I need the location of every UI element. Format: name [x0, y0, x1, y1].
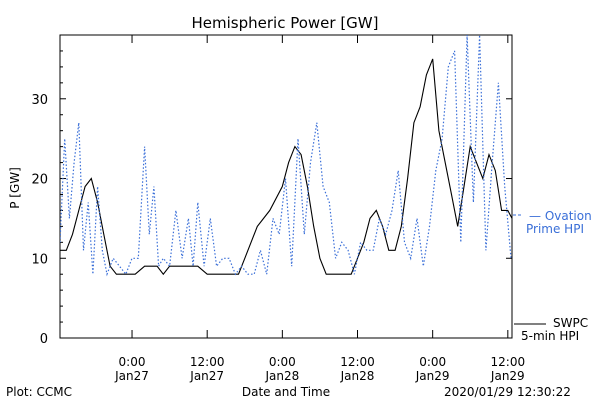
x-tick-time-label: 0:00	[119, 355, 146, 369]
x-tick-time-label: 0:00	[419, 355, 446, 369]
legend-swpc-label: SWPC	[553, 316, 588, 330]
x-tick-time-label: 12:00	[491, 355, 526, 369]
x-axis-ticks: 0:00Jan2712:00Jan270:00Jan2812:00Jan280:…	[114, 35, 525, 383]
x-axis-label: Date and Time	[242, 385, 330, 399]
y-axis-ticks: 0 10 20 30	[31, 50, 512, 347]
x-tick-date-label: Jan28	[340, 369, 375, 383]
legend-swpc-label-2: 5-min HPI	[521, 329, 579, 343]
legend-ovation-label-2: Prime HPI	[526, 222, 584, 236]
y-tick-label: 30	[31, 93, 48, 108]
y-tick-label: 0	[40, 332, 48, 347]
y-tick-label: 20	[31, 173, 48, 188]
footer-plot-credit: Plot: CCMC	[6, 385, 72, 399]
y-axis-label: P [GW]	[8, 167, 22, 209]
footer-timestamp: 2020/01/29 12:30:22	[444, 385, 571, 399]
series-group	[60, 35, 512, 277]
x-tick-date-label: Jan28	[264, 369, 299, 383]
plot-area-frame	[59, 34, 513, 339]
x-tick-date-label: Jan27	[114, 369, 149, 383]
x-tick-date-label: Jan29	[415, 369, 450, 383]
x-tick-time-label: 12:00	[190, 355, 225, 369]
legend-ovation-label: — Ovation	[529, 209, 592, 223]
series-line-ovation-prime-hpi	[60, 35, 512, 277]
x-tick-time-label: 0:00	[269, 355, 296, 369]
x-tick-time-label: 12:00	[340, 355, 375, 369]
x-tick-date-label: Jan27	[189, 369, 224, 383]
y-tick-label: 10	[31, 252, 48, 267]
series-line-swpc-hpi	[60, 58, 512, 276]
x-tick-date-label: Jan29	[490, 369, 525, 383]
chart-title: Hemispheric Power [GW]	[192, 14, 379, 32]
